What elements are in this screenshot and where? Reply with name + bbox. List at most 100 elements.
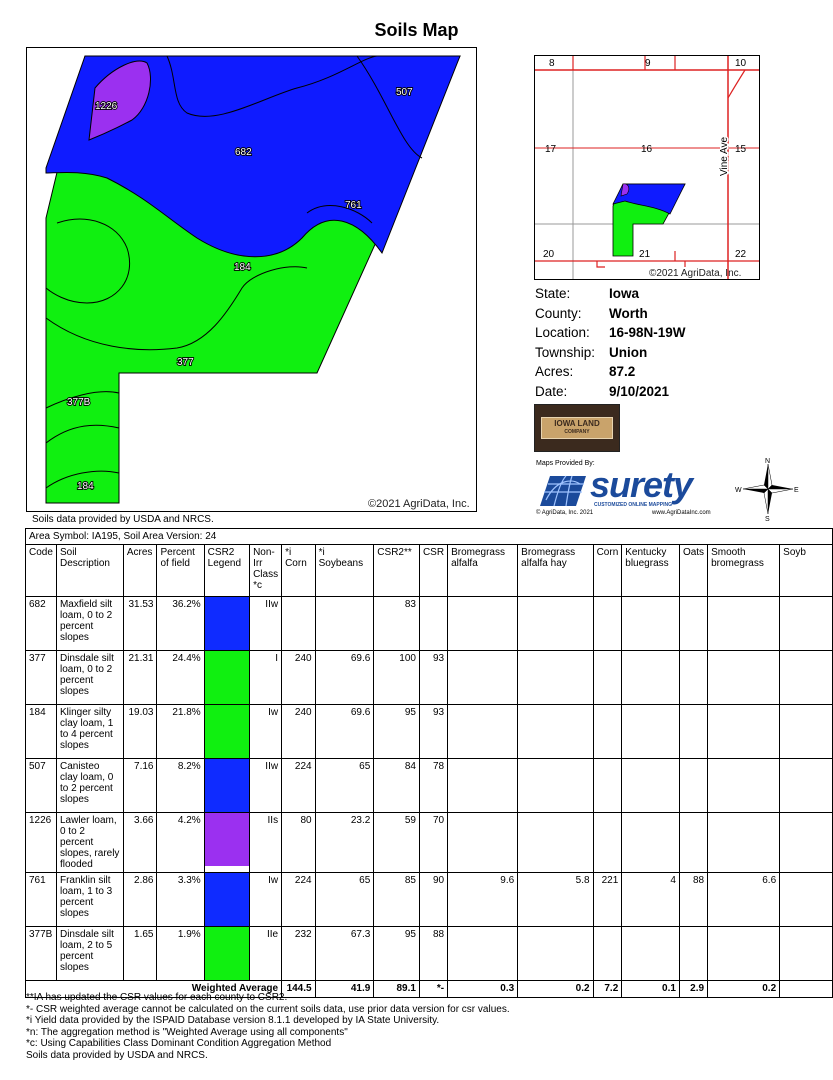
surety-logo: Maps Provided By: surety CUSTOMIZED ONLI… [534,460,719,516]
cell-corn: 224 [281,872,316,927]
cell-sb [707,704,781,759]
map-label-507: 507 [396,87,413,98]
col-header: Percent of field [156,544,205,597]
table-row: 377 Dinsdale silt loam, 0 to 2 percent sl… [25,650,833,705]
cell-code: 184 [25,704,57,759]
cell-pct: 21.8% [156,704,205,759]
surety-url: www.AgriDataInc.com [652,510,711,516]
col-header: Corn [592,544,623,597]
weighted-average-row: Weighted Average 144.5 41.9 89.1 *- 0.3 … [24,980,833,998]
cell-soy: 69.6 [314,704,375,759]
map-label-761: 761 [345,200,362,211]
col-header: Acres [122,544,158,597]
cell-csr: 93 [418,650,449,705]
soil-region-purple [88,60,151,141]
surety-wordmark: surety [590,464,693,505]
cell-pct: 3.3% [156,872,205,927]
soils-map[interactable]: 1226 507 682 761 184 377 377B 184 [26,47,477,512]
cell-kb [621,926,680,981]
section-label-9: 9 [645,58,651,69]
map-label-184b: 184 [77,481,94,492]
surety-copyright: © AgriData, Inc. 2021 [536,510,594,516]
wa-soyb [779,980,833,998]
cell-class: IIe [249,926,283,981]
section-label-22: 22 [735,249,747,260]
cell-pct: 36.2% [156,596,205,651]
cell-soy: 69.6 [314,650,375,705]
weighted-average-label: Weighted Average [24,980,283,998]
cell-csr2: 84 [373,758,420,813]
cell-corn: 224 [281,758,316,813]
cell-desc: Franklin silt loam, 1 to 3 percent slope… [55,872,124,927]
cell-soy: 65 [314,872,375,927]
cell-soyb [779,650,833,705]
cell-kb: 4 [621,872,680,927]
footnote: *n: The aggregation method is "Weighted … [26,1026,348,1038]
wa-soybeans: 41.9 [314,980,375,998]
cell-ba [447,926,519,981]
cell-bah [517,596,594,651]
cell-oats [678,812,709,873]
soil-region-blue [45,55,461,258]
section-label-15: 15 [735,144,747,155]
cell-soy: 67.3 [314,926,375,981]
cell-csr2: 85 [373,872,420,927]
col-header: Non-Irr Class *c [249,544,283,597]
csr2-legend-swatch [203,926,251,981]
cell-ba [447,650,519,705]
cell-ba [447,758,519,813]
section-label-16: 16 [641,144,653,155]
wa-corn: 144.5 [281,980,316,998]
maps-provided-by: Maps Provided By: [536,460,595,467]
table-row: 682 Maxfield silt loam, 0 to 2 percent sl… [25,596,833,651]
acres-label: Acres: [535,364,574,379]
wa-smooth-bromegrass: 0.2 [707,980,781,998]
col-header: CSR2** [373,544,420,597]
cell-desc: Dinsdale silt loam, 0 to 2 percent slope… [55,650,124,705]
cell-code: 377 [25,650,57,705]
acres-value: 87.2 [609,364,636,379]
location-value: 16-98N-19W [609,325,686,340]
cell-bah: 5.8 [517,872,594,927]
date-value: 9/10/2021 [609,383,670,399]
cell-sb [707,650,781,705]
compass-e: E [794,487,799,494]
col-header: *i Corn [281,544,316,597]
iowa-land-logo: IOWA LAND COMPANY [534,404,620,452]
cell-acres: 19.03 [122,704,158,759]
table-row: 761 Franklin silt loam, 1 to 3 percent sl… [25,872,833,927]
cell-soyb [779,704,833,759]
footnote: *c: Using Capabilities Class Dominant Co… [26,1038,332,1049]
location-label: Location: [535,325,590,340]
iowa-land-logo-text: IOWA LAND [554,419,600,428]
section-label-10: 10 [735,58,747,69]
wa-oats: 2.9 [678,980,709,998]
cell-ba [447,596,519,651]
globe-icon [540,475,586,507]
cell-oats [678,758,709,813]
state-value: Iowa [609,286,640,301]
date-label: Date: [535,383,568,399]
table-row: 507 Canisteo clay loam, 0 to 2 percent sl… [25,758,833,813]
location-map[interactable]: 8 9 10 17 16 15 20 21 22 Vine Ave Vine A… [534,55,760,280]
cell-bah [517,926,594,981]
footnote: *- CSR weighted average cannot be calcul… [26,1003,510,1015]
map-label-377b: 377B [67,397,91,408]
section-label-20: 20 [543,249,555,260]
cell-corn2 [592,926,623,981]
cell-acres: 7.16 [122,758,158,813]
cell-kb [621,650,680,705]
cell-csr2: 95 [373,704,420,759]
cell-soy [314,596,375,651]
surety-tagline: CUSTOMIZED ONLINE MAPPING [594,502,672,508]
cell-kb [621,812,680,873]
cell-csr: 88 [418,926,449,981]
cell-acres: 31.53 [122,596,158,651]
cell-corn: 232 [281,926,316,981]
cell-bah [517,650,594,705]
map-label-682: 682 [235,147,252,158]
cell-corn: 240 [281,704,316,759]
cell-csr: 90 [418,872,449,927]
col-header: Soyb [779,544,833,597]
csr2-legend-swatch [203,812,251,873]
